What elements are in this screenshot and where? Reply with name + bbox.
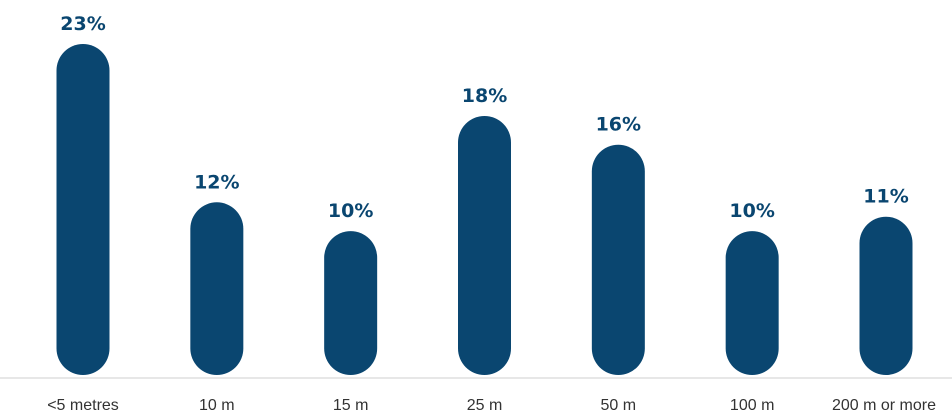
bars-group (56, 44, 913, 376)
bar-5 (725, 231, 779, 375)
bar-6 (859, 216, 913, 375)
data-label-2: 10% (328, 200, 373, 222)
data-label-3: 18% (462, 85, 507, 107)
x-tick-label-4: 50 m (601, 397, 637, 414)
x-tick-label-0: <5 metres (47, 397, 119, 414)
data-label-4: 16% (596, 114, 641, 136)
value-labels-group: 23% 12% 10% 18% 16% 10% 11% (60, 13, 908, 222)
tick-labels-group: <5 metres 10 m 15 m 25 m 50 m 100 m 200 m or m… (47, 397, 936, 414)
data-label-0: 23% (60, 13, 105, 35)
bar-0 (56, 44, 110, 375)
bar-4 (591, 144, 645, 375)
data-label-1: 12% (194, 171, 239, 193)
bar-2 (324, 231, 378, 375)
x-tick-label-6: 200 m or more (832, 397, 936, 414)
x-tick-label-3: 25 m (467, 397, 503, 414)
bar-3 (458, 115, 511, 376)
x-tick-label-2: 15 m (333, 397, 369, 414)
bar-1 (190, 202, 244, 375)
x-tick-label-5: 100 m (730, 397, 774, 414)
data-label-6: 11% (863, 186, 908, 208)
x-tick-label-1: 10 m (199, 397, 235, 414)
data-label-5: 10% (729, 200, 774, 222)
